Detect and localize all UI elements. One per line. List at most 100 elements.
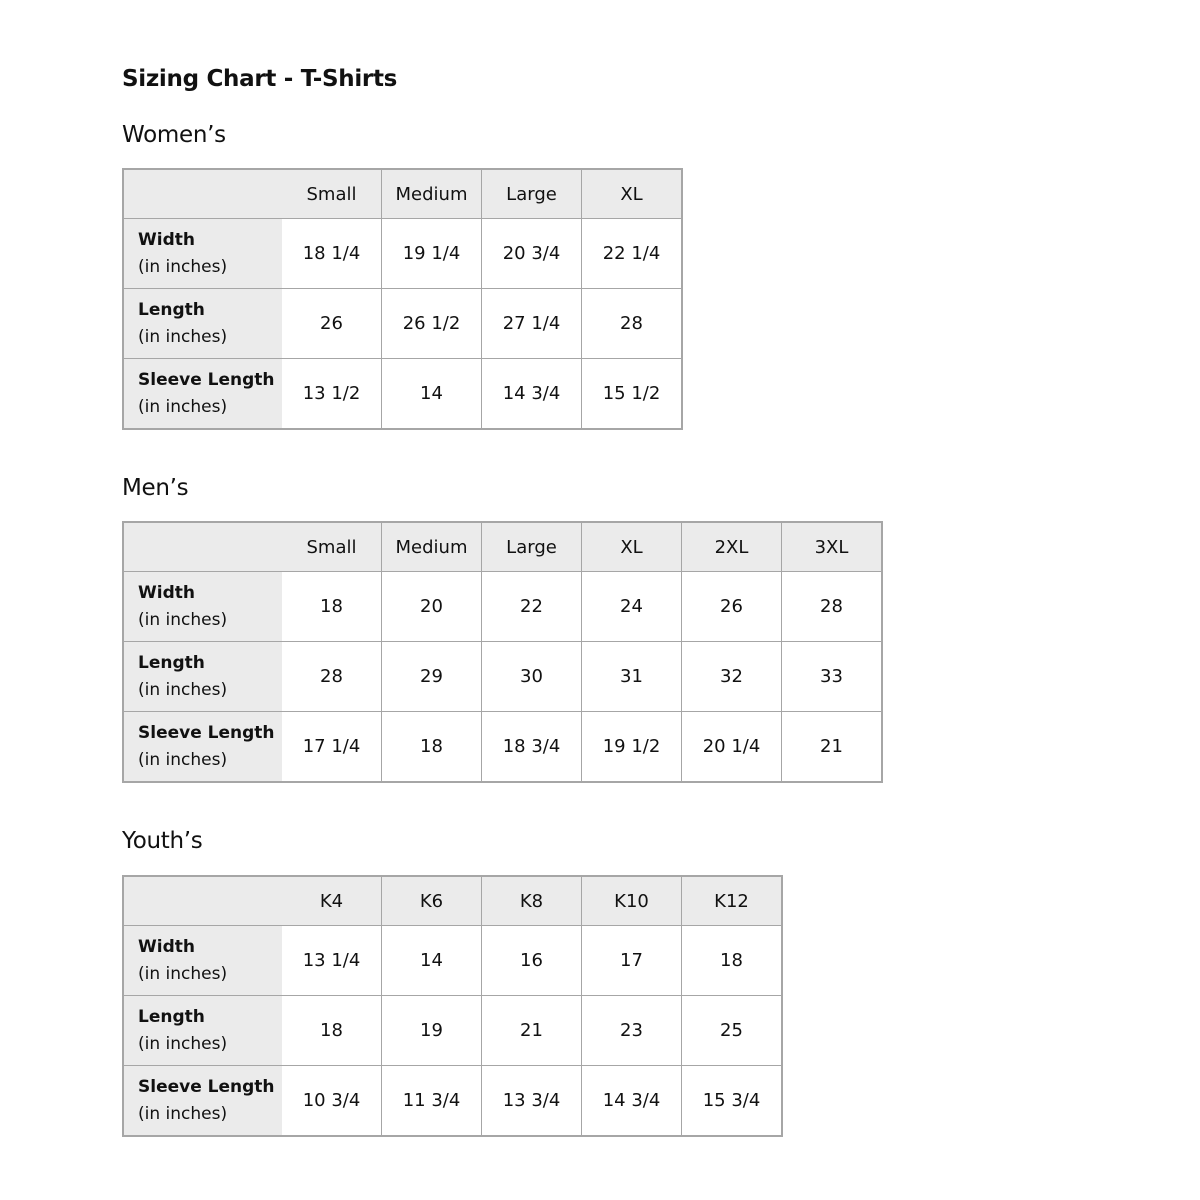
table-row: Sleeve Length (in inches) 13 1/2 14 14 3/4 15…	[122, 358, 683, 430]
page-title: Sizing Chart - T-Shirts	[122, 66, 398, 92]
value-cell: 22 1/4	[581, 218, 683, 289]
value-cell: 18	[282, 571, 382, 642]
value-cell: 19 1/4	[381, 218, 482, 289]
value-cell: 28	[781, 571, 883, 642]
size-header-cell: K4	[282, 875, 382, 926]
value-cell: 18 1/4	[282, 218, 382, 289]
size-header-cell: K6	[381, 875, 482, 926]
table-row: Width (in inches) 18 1/4 19 1/4 20 3/4 22 1/4	[122, 218, 683, 289]
value-cell: 28	[581, 288, 683, 359]
size-header-cell: Large	[481, 521, 582, 572]
unit-note: (in inches)	[138, 679, 228, 700]
row-label-cell: Length (in inches)	[122, 641, 282, 712]
measurement-name: Width	[138, 229, 195, 250]
value-cell: 32	[681, 641, 782, 712]
measurement-name: Length	[138, 652, 205, 673]
measurement-name: Width	[138, 936, 195, 957]
value-cell: 14 3/4	[481, 358, 582, 430]
unit-note: (in inches)	[138, 326, 228, 347]
header-corner-cell	[122, 168, 282, 219]
value-cell: 15 3/4	[681, 1065, 783, 1137]
measurement-name: Width	[138, 582, 195, 603]
size-header-cell: Small	[282, 168, 382, 219]
row-label-cell: Width (in inches)	[122, 571, 282, 642]
value-cell: 20 1/4	[681, 711, 782, 783]
value-cell: 16	[481, 925, 582, 996]
header-row: K4 K6 K8 K10 K12	[122, 875, 783, 926]
size-header-cell: Small	[282, 521, 382, 572]
womens-size-table: Small Medium Large XL Width (in inches) 18 1/4…	[122, 168, 683, 430]
value-cell: 19	[381, 995, 482, 1066]
unit-note: (in inches)	[138, 256, 228, 277]
value-cell: 20 3/4	[481, 218, 582, 289]
value-cell: 25	[681, 995, 783, 1066]
unit-note: (in inches)	[138, 749, 228, 770]
value-cell: 10 3/4	[282, 1065, 382, 1137]
value-cell: 11 3/4	[381, 1065, 482, 1137]
table-row: Sleeve Length (in inches) 10 3/4 11 3/4 13 3…	[122, 1065, 783, 1137]
size-header-cell: Large	[481, 168, 582, 219]
value-cell: 17	[581, 925, 682, 996]
value-cell: 33	[781, 641, 883, 712]
value-cell: 26	[681, 571, 782, 642]
header-corner-cell	[122, 521, 282, 572]
size-header-cell: 2XL	[681, 521, 782, 572]
row-label-cell: Width (in inches)	[122, 925, 282, 996]
womens-heading: Women’s	[122, 122, 226, 148]
value-cell: 28	[282, 641, 382, 712]
unit-note: (in inches)	[138, 963, 228, 984]
size-header-cell: XL	[581, 168, 683, 219]
unit-note: (in inches)	[138, 1103, 228, 1124]
youths-size-table: K4 K6 K8 K10 K12 Width (in inches) 13 1/4 14 16 17…	[122, 875, 783, 1137]
value-cell: 14	[381, 925, 482, 996]
mens-heading: Men’s	[122, 475, 189, 501]
unit-note: (in inches)	[138, 396, 228, 417]
value-cell: 24	[581, 571, 682, 642]
value-cell: 19 1/2	[581, 711, 682, 783]
header-row: Small Medium Large XL	[122, 168, 683, 219]
size-header-cell: Medium	[381, 521, 482, 572]
value-cell: 26	[282, 288, 382, 359]
header-corner-cell	[122, 875, 282, 926]
value-cell: 15 1/2	[581, 358, 683, 430]
table-row: Width (in inches) 18 20 22 24 26 28	[122, 571, 883, 642]
size-header-cell: K10	[581, 875, 682, 926]
value-cell: 18	[282, 995, 382, 1066]
table-row: Length (in inches) 28 29 30 31 32 33	[122, 641, 883, 712]
table-row: Sleeve Length (in inches) 17 1/4 18 18 3/4 19…	[122, 711, 883, 783]
value-cell: 17 1/4	[282, 711, 382, 783]
value-cell: 22	[481, 571, 582, 642]
table-row: Length (in inches) 26 26 1/2 27 1/4 28	[122, 288, 683, 359]
header-row: Small Medium Large XL 2XL 3XL	[122, 521, 883, 572]
value-cell: 26 1/2	[381, 288, 482, 359]
youths-heading: Youth’s	[122, 828, 203, 854]
value-cell: 13 3/4	[481, 1065, 582, 1137]
size-header-cell: Medium	[381, 168, 482, 219]
value-cell: 13 1/2	[282, 358, 382, 430]
value-cell: 21	[781, 711, 883, 783]
value-cell: 30	[481, 641, 582, 712]
value-cell: 18	[681, 925, 783, 996]
size-header-cell: K8	[481, 875, 582, 926]
value-cell: 14 3/4	[581, 1065, 682, 1137]
measurement-name: Length	[138, 1006, 205, 1027]
row-label-cell: Sleeve Length (in inches)	[122, 1065, 282, 1137]
table-row: Length (in inches) 18 19 21 23 25	[122, 995, 783, 1066]
unit-note: (in inches)	[138, 1033, 228, 1054]
value-cell: 27 1/4	[481, 288, 582, 359]
row-label-cell: Length (in inches)	[122, 288, 282, 359]
size-header-cell: K12	[681, 875, 783, 926]
value-cell: 18 3/4	[481, 711, 582, 783]
row-label-cell: Width (in inches)	[122, 218, 282, 289]
unit-note: (in inches)	[138, 609, 228, 630]
value-cell: 18	[381, 711, 482, 783]
measurement-name: Sleeve Length	[138, 369, 275, 390]
value-cell: 20	[381, 571, 482, 642]
value-cell: 23	[581, 995, 682, 1066]
value-cell: 13 1/4	[282, 925, 382, 996]
row-label-cell: Length (in inches)	[122, 995, 282, 1066]
row-label-cell: Sleeve Length (in inches)	[122, 711, 282, 783]
value-cell: 14	[381, 358, 482, 430]
value-cell: 31	[581, 641, 682, 712]
value-cell: 21	[481, 995, 582, 1066]
